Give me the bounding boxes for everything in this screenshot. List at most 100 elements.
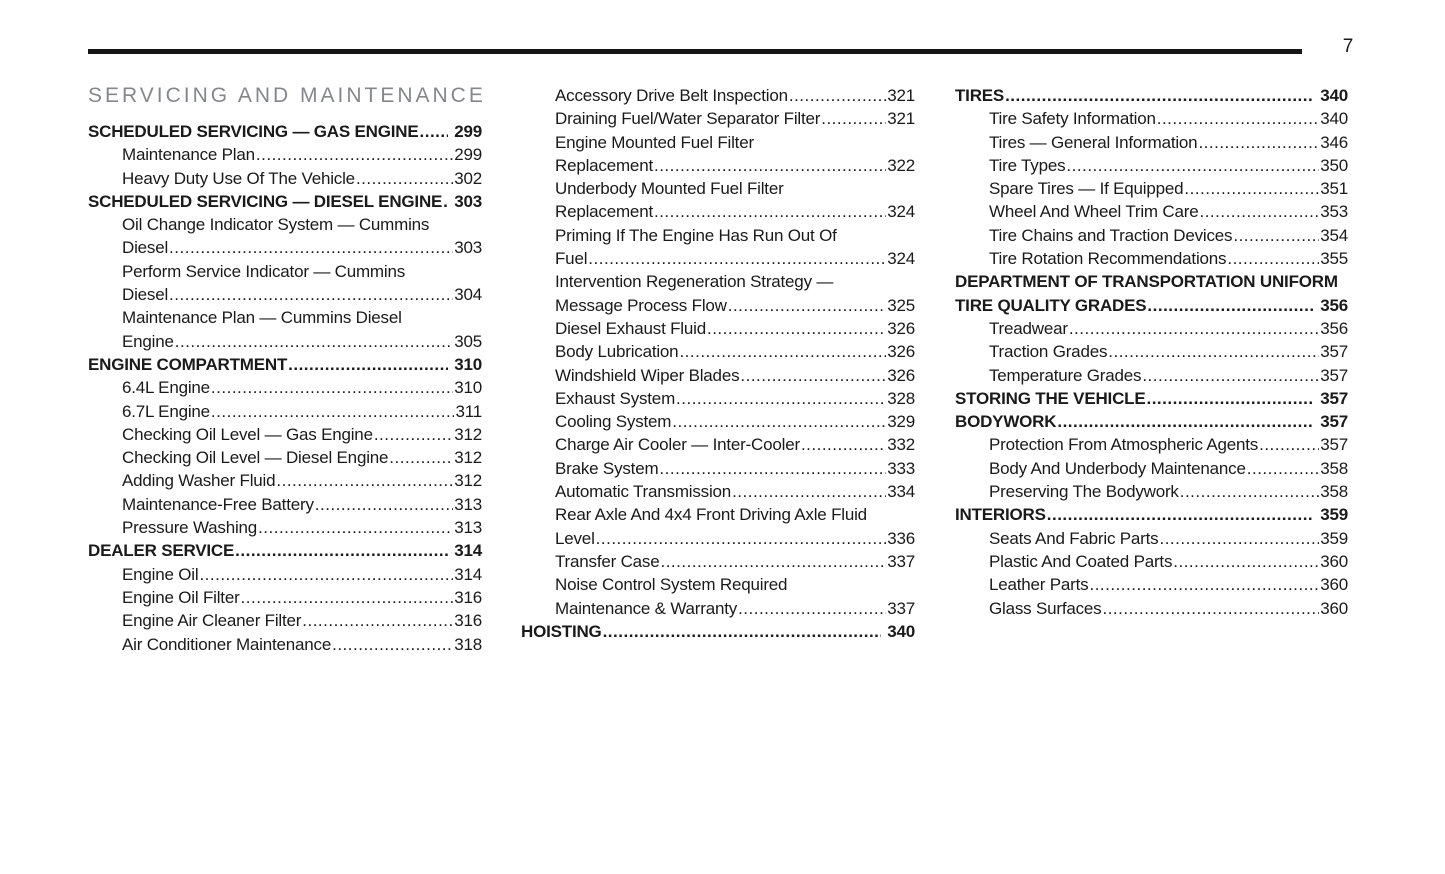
toc-entry: Message Process Flow 325 bbox=[521, 294, 915, 317]
toc-entry: Replacement 322 bbox=[521, 154, 915, 177]
toc-entry: Traction Grades 357 bbox=[955, 340, 1348, 363]
toc-entry: Air Conditioner Maintenance 318 bbox=[88, 633, 482, 656]
toc-entry-page: 304 bbox=[454, 285, 482, 305]
toc-entry: Engine Air Cleaner Filter 316 bbox=[88, 609, 482, 632]
dot-leader bbox=[420, 120, 449, 143]
toc-entry: Adding Washer Fluid 312 bbox=[88, 469, 482, 492]
toc-entry-page: 359 bbox=[1320, 528, 1348, 548]
toc-entry-label: Air Conditioner Maintenance bbox=[122, 634, 332, 654]
toc-entry: 6.4L Engine 310 bbox=[88, 376, 482, 399]
toc-entry-label: DEPARTMENT OF TRANSPORTATION UNIFORM bbox=[955, 272, 1338, 292]
toc-entry-label: Intervention Regeneration Strategy — bbox=[555, 272, 834, 292]
toc-column-3: TIRES340Tire Safety Information340Tires … bbox=[955, 84, 1348, 620]
toc-entry-page: 337 bbox=[887, 598, 915, 618]
dot-leader bbox=[1184, 177, 1319, 200]
toc-entry-label: HOISTING bbox=[521, 621, 602, 641]
toc-entry-page: 354 bbox=[1320, 225, 1348, 245]
toc-entry-label: Traction Grades bbox=[989, 342, 1108, 362]
dot-leader bbox=[211, 376, 453, 399]
toc-entry-label: 6.7L Engine bbox=[122, 401, 210, 421]
toc-entry: Glass Surfaces 360 bbox=[955, 597, 1348, 620]
toc-entry: Checking Oil Level — Diesel Engine 312 bbox=[88, 446, 482, 469]
toc-entry-page: 357 bbox=[1320, 388, 1348, 408]
toc-entry-label: Draining Fuel/Water Separator Filter bbox=[555, 109, 821, 129]
dot-leader bbox=[789, 84, 886, 107]
toc-entry-page: 329 bbox=[887, 412, 915, 432]
toc-entry-label: Heavy Duty Use Of The Vehicle bbox=[122, 168, 355, 188]
dot-leader bbox=[1069, 317, 1319, 340]
dot-leader bbox=[169, 236, 453, 259]
toc-entry: Cooling System 329 bbox=[521, 410, 915, 433]
dot-leader bbox=[672, 410, 886, 433]
toc-entry-label: DEALER SERVICE bbox=[88, 541, 235, 561]
toc-entry: DEPARTMENT OF TRANSPORTATION UNIFORM bbox=[955, 270, 1348, 293]
toc-entry-label: Rear Axle And 4x4 Front Driving Axle Flu… bbox=[555, 505, 867, 525]
toc-entry-label: Protection From Atmospheric Agents bbox=[989, 435, 1259, 455]
dot-leader bbox=[276, 469, 453, 492]
toc-entry: SCHEDULED SERVICING — GAS ENGINE 299 bbox=[88, 120, 482, 143]
toc-entry-page: 318 bbox=[454, 634, 482, 654]
toc-entry-label: Oil Change Indicator System — Cummins bbox=[122, 215, 430, 235]
dot-leader bbox=[679, 340, 886, 363]
toc-entry-label: Maintenance & Warranty bbox=[555, 598, 738, 618]
dot-leader bbox=[256, 143, 453, 166]
toc-entry: Engine 305 bbox=[88, 330, 482, 353]
toc-entry-label: Engine Air Cleaner Filter bbox=[122, 611, 302, 631]
toc-entry-page: 360 bbox=[1320, 598, 1348, 618]
toc-entry: Treadwear 356 bbox=[955, 317, 1348, 340]
toc-entry-label: Leather Parts bbox=[989, 575, 1089, 595]
toc-entry-page: 351 bbox=[1320, 179, 1348, 199]
toc-entry-page: 314 bbox=[454, 541, 482, 561]
toc-entry-label: SCHEDULED SERVICING — DIESEL ENGINE bbox=[88, 191, 443, 211]
section-title: SERVICING AND MAINTENANCE bbox=[88, 84, 486, 107]
toc-entry: Checking Oil Level — Gas Engine 312 bbox=[88, 423, 482, 446]
toc-entry: Engine Oil 314 bbox=[88, 563, 482, 586]
toc-entry-page: 303 bbox=[454, 238, 482, 258]
toc-entry: Oil Change Indicator System — Cummins bbox=[88, 213, 482, 236]
toc-entry-page: 302 bbox=[454, 168, 482, 188]
toc-entry-page: 357 bbox=[1320, 342, 1348, 362]
toc-entry-label: Diesel bbox=[122, 285, 169, 305]
dot-leader bbox=[603, 620, 882, 643]
dot-leader bbox=[1005, 84, 1314, 107]
toc-entry: Diesel 304 bbox=[88, 283, 482, 306]
toc-entry-page: 336 bbox=[887, 528, 915, 548]
dot-leader bbox=[821, 107, 886, 130]
dot-leader bbox=[1173, 550, 1319, 573]
toc-entry-page: 312 bbox=[454, 424, 482, 444]
toc-entry: BODYWORK 357 bbox=[955, 410, 1348, 433]
dot-leader bbox=[596, 527, 887, 550]
toc-entry: Heavy Duty Use Of The Vehicle 302 bbox=[88, 167, 482, 190]
toc-entry-page: 326 bbox=[887, 365, 915, 385]
toc-entry-label: Checking Oil Level — Gas Engine bbox=[122, 424, 373, 444]
toc-entry-label: Automatic Transmission bbox=[555, 482, 732, 502]
dot-leader bbox=[660, 550, 886, 573]
toc-entry: Exhaust System 328 bbox=[521, 387, 915, 410]
dot-leader bbox=[389, 446, 453, 469]
toc-entry-page: 313 bbox=[454, 518, 482, 538]
toc-entry: Preserving The Bodywork 358 bbox=[955, 480, 1348, 503]
toc-entry: ENGINE COMPARTMENT 310 bbox=[88, 353, 482, 376]
toc-entry-label: Seats And Fabric Parts bbox=[989, 528, 1159, 548]
dot-leader bbox=[169, 283, 453, 306]
toc-entry-label: Treadwear bbox=[989, 318, 1068, 338]
toc-entry: 6.7L Engine 311 bbox=[88, 400, 482, 423]
toc-entry: Maintenance & Warranty 337 bbox=[521, 597, 915, 620]
toc-entry-page: 357 bbox=[1320, 435, 1348, 455]
toc-entry-label: Engine Oil Filter bbox=[122, 587, 240, 607]
dot-leader bbox=[374, 423, 453, 446]
toc-entry-label: Temperature Grades bbox=[989, 365, 1142, 385]
toc-entry: Fuel 324 bbox=[521, 247, 915, 270]
toc-entry: STORING THE VEHICLE 357 bbox=[955, 387, 1348, 410]
dot-leader bbox=[211, 400, 455, 423]
toc-entry-label: Body Lubrication bbox=[555, 342, 679, 362]
page-number: 7 bbox=[1342, 36, 1354, 57]
toc-entry: Seats And Fabric Parts 359 bbox=[955, 527, 1348, 550]
toc-entry: Temperature Grades 357 bbox=[955, 364, 1348, 387]
dot-leader bbox=[258, 516, 453, 539]
dot-leader bbox=[288, 353, 448, 376]
toc-entry-label: Pressure Washing bbox=[122, 518, 258, 538]
toc-entry-page: 346 bbox=[1320, 132, 1348, 152]
dot-leader bbox=[654, 200, 886, 223]
dot-leader bbox=[356, 167, 453, 190]
